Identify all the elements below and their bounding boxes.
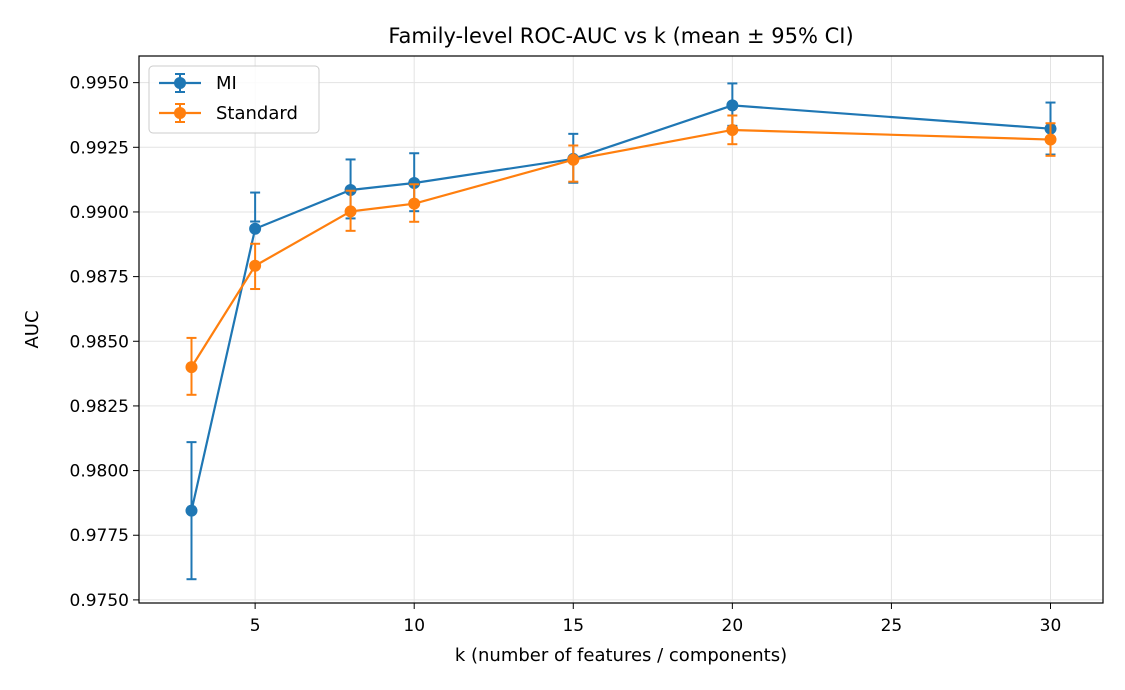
x-tick-label: 30	[1040, 616, 1062, 636]
series-mi	[185, 82, 1057, 581]
data-point	[567, 153, 580, 166]
legend-marker	[174, 77, 186, 89]
y-axis-label: AUC	[22, 310, 43, 348]
data-point	[185, 504, 198, 517]
y-tick-label: 0.9850	[70, 332, 129, 352]
data-point	[344, 205, 357, 218]
y-tick-label: 0.9775	[70, 526, 129, 546]
y-tick-label: 0.9950	[70, 74, 129, 94]
x-tick-label: 20	[722, 616, 744, 636]
y-tick-label: 0.9750	[70, 591, 129, 611]
data-point	[185, 361, 198, 374]
legend-label: MI	[216, 73, 237, 94]
x-tick-label: 10	[403, 616, 425, 636]
grid	[139, 56, 1103, 603]
legend-item-standard: Standard	[159, 103, 298, 124]
data-point	[249, 259, 262, 272]
data-point	[408, 197, 421, 210]
series-standard	[185, 114, 1057, 396]
chart-title: Family-level ROC-AUC vs k (mean ± 95% CI…	[388, 24, 853, 48]
legend-item-mi: MI	[159, 73, 237, 94]
data-point	[726, 123, 739, 136]
x-axis-label: k (number of features / components)	[455, 645, 787, 666]
data-point	[249, 222, 262, 235]
y-tick-label: 0.9900	[70, 203, 129, 223]
y-tick-label: 0.9875	[70, 268, 129, 288]
y-tick-label: 0.9825	[70, 397, 129, 417]
legend-label: Standard	[216, 103, 298, 124]
plot-frame	[138, 55, 1104, 604]
series-layer	[185, 82, 1057, 581]
y-tick-label: 0.9800	[70, 462, 129, 482]
x-tick-label: 25	[881, 616, 903, 636]
data-point	[408, 176, 421, 189]
data-point	[1044, 133, 1057, 146]
x-tick-label: 5	[250, 616, 261, 636]
y-tick-label: 0.9925	[70, 138, 129, 158]
axis-ticks: 5 10 15 20 25 30 0.9750 0.9775 0.9800 0.9825 0.985…	[70, 74, 1062, 636]
legend-marker	[174, 107, 186, 119]
data-point	[726, 99, 739, 112]
series-line	[190, 128, 1051, 368]
legend: MI Standard	[148, 65, 320, 134]
x-tick-label: 15	[562, 616, 584, 636]
series-line	[190, 104, 1051, 511]
